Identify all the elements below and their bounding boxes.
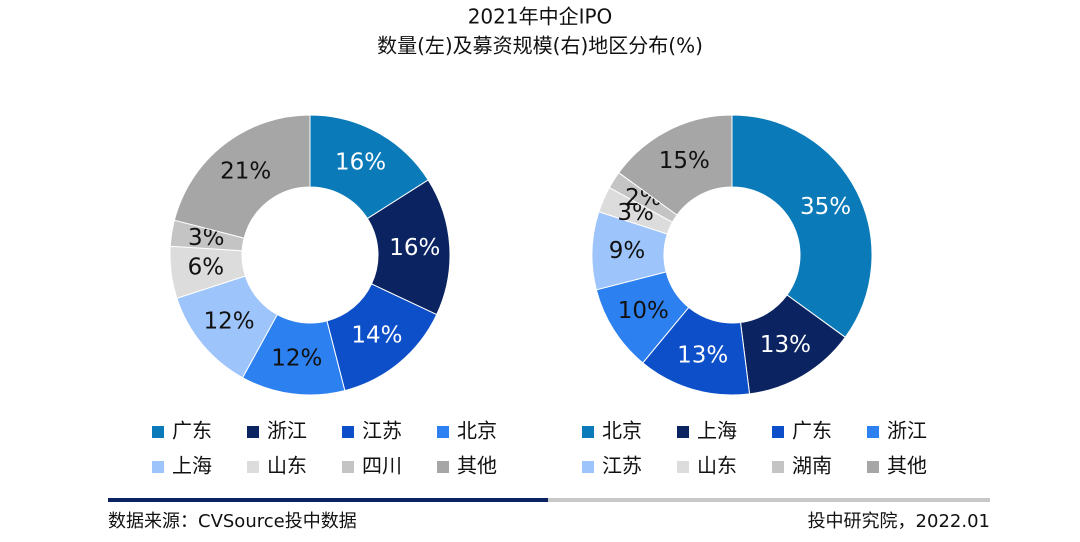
legend-swatch [677, 461, 689, 473]
legend-swatch [152, 461, 164, 473]
data-label: 16% [335, 149, 386, 175]
legend-label: 北京 [457, 419, 497, 443]
legend-label: 四川 [362, 454, 402, 478]
chart-subtitle: 数量(左)及募资规模(右)地区分布(%) [377, 34, 703, 58]
legend-swatch [342, 426, 354, 438]
data-label: 10% [618, 298, 669, 324]
data-label: 13% [677, 342, 728, 368]
legend-label: 北京 [602, 419, 642, 443]
data-label: 15% [659, 148, 710, 174]
donut-slice [309, 114, 429, 220]
data-label: 14% [351, 322, 402, 348]
legend-swatch [342, 461, 354, 473]
legend-label: 上海 [697, 419, 737, 443]
legend-label: 山东 [267, 454, 307, 478]
legend-label: 其他 [457, 454, 497, 478]
data-label: 12% [271, 346, 322, 372]
legend-swatch [677, 426, 689, 438]
legend-swatch [247, 461, 259, 473]
donut-slice [173, 114, 311, 239]
legend-label: 广东 [172, 419, 212, 443]
legend-swatch [152, 426, 164, 438]
donut-slice [366, 179, 451, 316]
legend-swatch [437, 461, 449, 473]
data-label: 12% [204, 308, 255, 334]
data-label: 6% [188, 255, 225, 281]
legend-label: 湖南 [792, 454, 832, 478]
data-label: 9% [609, 238, 646, 264]
legend-swatch [437, 426, 449, 438]
legend-label: 山东 [697, 454, 737, 478]
legend-label: 广东 [792, 419, 832, 443]
legend-swatch [867, 461, 879, 473]
data-label: 13% [760, 332, 811, 358]
legend-label: 江苏 [602, 454, 642, 478]
legend-label: 浙江 [267, 419, 307, 443]
donut-slice [731, 114, 873, 338]
legend-label: 浙江 [887, 419, 927, 443]
data-label: 16% [389, 235, 440, 261]
legend-swatch [867, 426, 879, 438]
source-note: 数据来源：CVSource投中数据 [108, 511, 357, 532]
credit-note: 投中研究院，2022.01 [808, 511, 990, 532]
legend-swatch [582, 426, 594, 438]
legend-swatch [247, 426, 259, 438]
chart-title: 2021年中企IPO [468, 5, 613, 29]
legend-swatch [772, 461, 784, 473]
legend-label: 其他 [887, 454, 927, 478]
donut-slice [618, 114, 733, 216]
legend-swatch [582, 461, 594, 473]
legend-label: 江苏 [362, 419, 402, 443]
data-label: 21% [220, 159, 271, 185]
legend-label: 上海 [172, 454, 212, 478]
data-label: 35% [800, 194, 851, 220]
legend-swatch [772, 426, 784, 438]
